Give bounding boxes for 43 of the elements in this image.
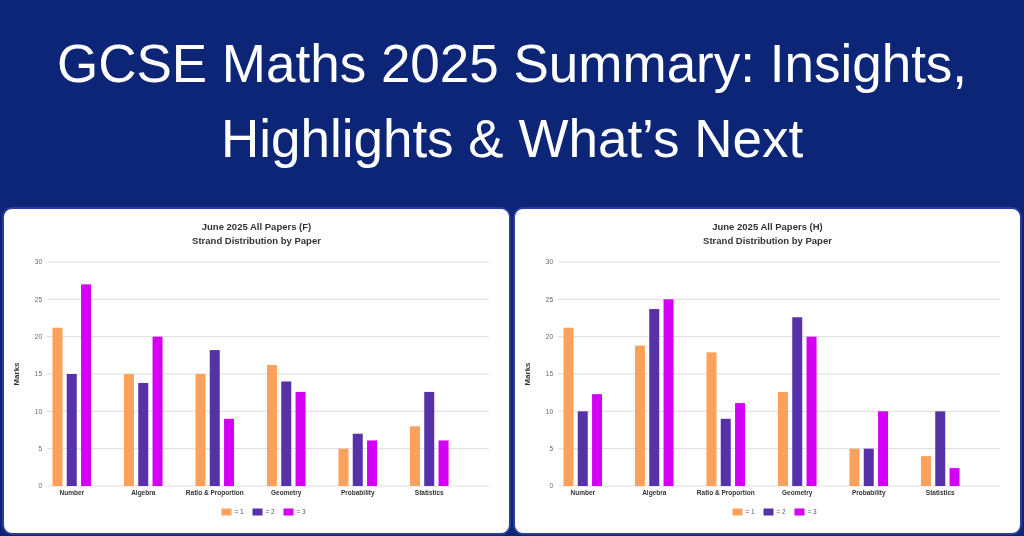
bar xyxy=(935,411,946,486)
bar xyxy=(438,440,449,486)
bar xyxy=(649,309,660,486)
bar xyxy=(66,374,77,486)
bar xyxy=(424,391,435,486)
bar xyxy=(792,317,803,486)
y-axis-title: Marks xyxy=(12,361,21,386)
chart-title: June 2025 All Papers (F) xyxy=(201,221,312,232)
bar xyxy=(920,456,931,486)
bar xyxy=(152,336,163,486)
chart-subtitle: Strand Distribution by Paper xyxy=(192,235,322,246)
bar xyxy=(777,391,788,486)
chart-subtitle: Strand Distribution by Paper xyxy=(703,235,833,246)
bar xyxy=(367,440,378,486)
bar xyxy=(577,411,588,486)
bar xyxy=(634,345,645,486)
bar xyxy=(863,448,874,486)
bar xyxy=(338,448,349,486)
bar xyxy=(209,350,220,486)
bar xyxy=(123,374,134,486)
bar xyxy=(81,284,92,486)
bar xyxy=(295,391,306,486)
bar xyxy=(195,374,206,486)
text: GCSE Maths 2025 Summary: Insights, Highlights & What’s Next xyxy=(56,34,968,169)
y-axis-title: Marks xyxy=(523,361,532,386)
bar xyxy=(663,299,674,486)
bar xyxy=(720,418,731,486)
bar xyxy=(281,381,292,486)
bar xyxy=(592,394,603,486)
bar xyxy=(52,327,63,486)
bar xyxy=(849,448,860,486)
bar xyxy=(706,352,717,486)
bar xyxy=(409,426,420,486)
chart-title: June 2025 All Papers (H) xyxy=(712,221,823,232)
bar xyxy=(266,365,277,486)
bar xyxy=(352,433,363,486)
bar xyxy=(806,336,817,486)
bar xyxy=(878,411,889,486)
bar xyxy=(224,418,235,486)
bar xyxy=(949,468,960,486)
bar xyxy=(563,327,574,486)
bar xyxy=(735,403,746,486)
bar xyxy=(138,382,149,486)
